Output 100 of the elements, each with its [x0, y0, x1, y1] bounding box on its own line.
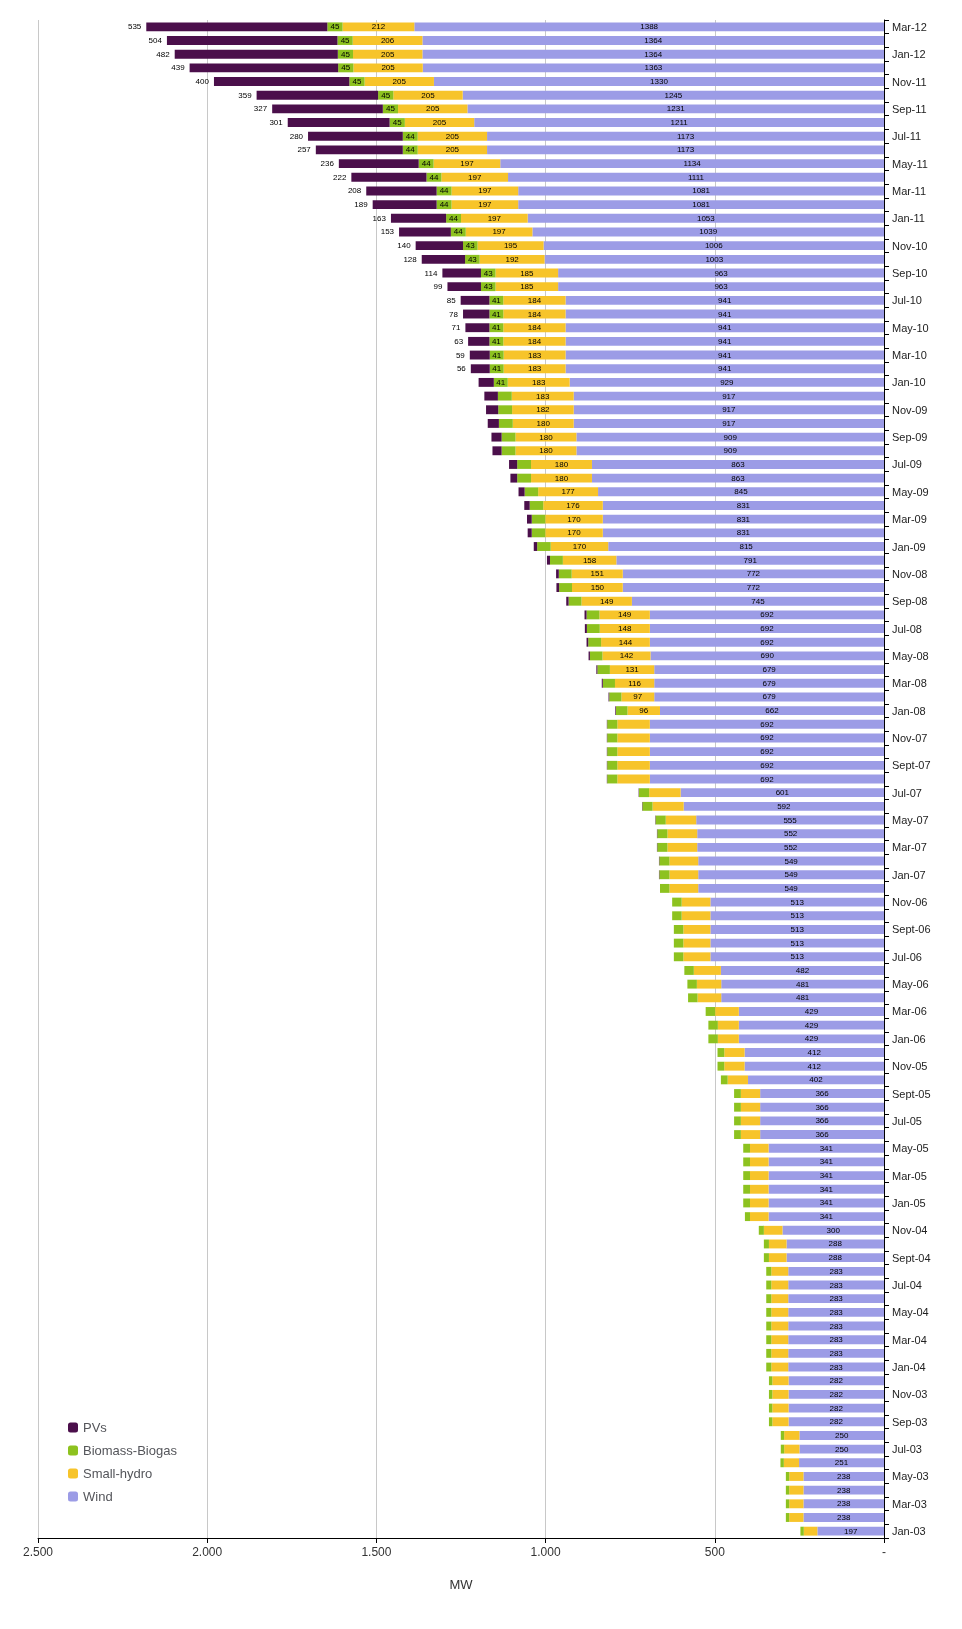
y-tick-label: Jul-08: [892, 622, 922, 635]
bar: [771, 1362, 789, 1372]
bar: [422, 36, 884, 45]
bar: [649, 610, 884, 620]
bar: [461, 213, 528, 223]
data-label: 238: [837, 1499, 851, 1509]
bar: [740, 1089, 761, 1098]
bar: [517, 473, 532, 483]
data-label: 44: [453, 227, 464, 237]
bar: [599, 610, 650, 620]
x-tick-label: -: [882, 1545, 886, 1559]
bar: [518, 200, 884, 210]
bar: [698, 883, 884, 893]
data-label: 45: [340, 36, 351, 46]
bar: [433, 159, 501, 169]
bar: [474, 118, 884, 128]
bar: [573, 405, 884, 415]
y-tick-label: Mar-12: [892, 20, 927, 33]
bar: [727, 1075, 748, 1085]
bar: [421, 254, 466, 264]
data-label: 71: [451, 323, 461, 333]
bar: [683, 952, 711, 962]
bar: [415, 241, 464, 251]
data-label: 283: [829, 1280, 844, 1290]
bar: [780, 1430, 785, 1440]
bar: [398, 104, 468, 114]
data-label: 142: [619, 651, 634, 661]
bar: [681, 911, 711, 921]
data-label: 941: [718, 350, 732, 360]
bar: [399, 227, 451, 237]
bar: [673, 938, 684, 948]
bar: [803, 1485, 884, 1495]
bar: [500, 159, 884, 169]
data-label: 301: [269, 118, 284, 128]
x-tick-label: 500: [704, 1545, 726, 1559]
bar: [766, 1335, 772, 1345]
y-tick-label: May-11: [892, 157, 928, 170]
bar: [696, 979, 722, 989]
data-label: 43: [483, 268, 494, 278]
data-label: 815: [739, 542, 754, 552]
bar: [372, 200, 437, 210]
data-label: 41: [496, 377, 506, 387]
data-label: 163: [372, 213, 387, 223]
data-label: 128: [403, 254, 418, 264]
bar: [788, 1307, 884, 1317]
bar: [705, 1007, 716, 1016]
data-label: 197: [460, 159, 475, 169]
bar: [487, 131, 884, 141]
data-label: 1211: [670, 118, 689, 128]
bar: [717, 1020, 739, 1030]
y-tick-label: Jan-10: [892, 376, 926, 389]
data-label: 153: [380, 227, 395, 237]
bar: [749, 1212, 769, 1222]
data-label: 185: [520, 282, 535, 292]
data-label: 909: [723, 432, 738, 442]
data-label: 283: [829, 1294, 844, 1304]
bar: [771, 1348, 789, 1358]
data-label: 412: [807, 1048, 822, 1058]
bar: [717, 1048, 725, 1057]
data-label: 1364: [644, 49, 663, 59]
bar: [515, 432, 577, 442]
bar: [803, 1472, 884, 1481]
bar: [789, 1485, 804, 1495]
bar: [681, 897, 711, 907]
bar: [414, 22, 884, 32]
bar: [720, 966, 884, 975]
bar: [617, 760, 650, 770]
data-label: 963: [714, 268, 729, 278]
bar: [315, 145, 403, 155]
data-label: 1173: [676, 131, 695, 141]
bar: [734, 1102, 741, 1112]
bar: [784, 1430, 800, 1440]
x-axis-title: MW: [449, 1577, 474, 1592]
y-tick-label: Sept-04: [892, 1251, 931, 1264]
data-label: 183: [531, 377, 546, 387]
data-label: 45: [340, 49, 351, 59]
data-label: 44: [449, 213, 459, 223]
data-label: 552: [783, 829, 798, 839]
data-label: 1363: [644, 63, 663, 73]
bar: [788, 1348, 884, 1358]
bar: [697, 993, 722, 1003]
data-label: 149: [600, 596, 614, 606]
data-label: 341: [819, 1171, 834, 1181]
bar: [342, 22, 415, 32]
bar: [720, 1075, 728, 1085]
bar: [659, 706, 884, 716]
bar: [538, 487, 599, 497]
bar: [543, 241, 884, 251]
bar: [768, 1376, 773, 1386]
data-label: 205: [392, 77, 407, 87]
bar: [460, 295, 490, 305]
data-label: 745: [751, 596, 766, 606]
y-tick-label: Sep-10: [892, 267, 928, 279]
bar: [576, 432, 884, 442]
data-label: 429: [804, 1006, 819, 1016]
bar: [588, 637, 602, 647]
bar: [654, 678, 884, 688]
data-label: 692: [760, 610, 775, 620]
bar: [789, 1513, 804, 1522]
bar: [393, 90, 463, 100]
